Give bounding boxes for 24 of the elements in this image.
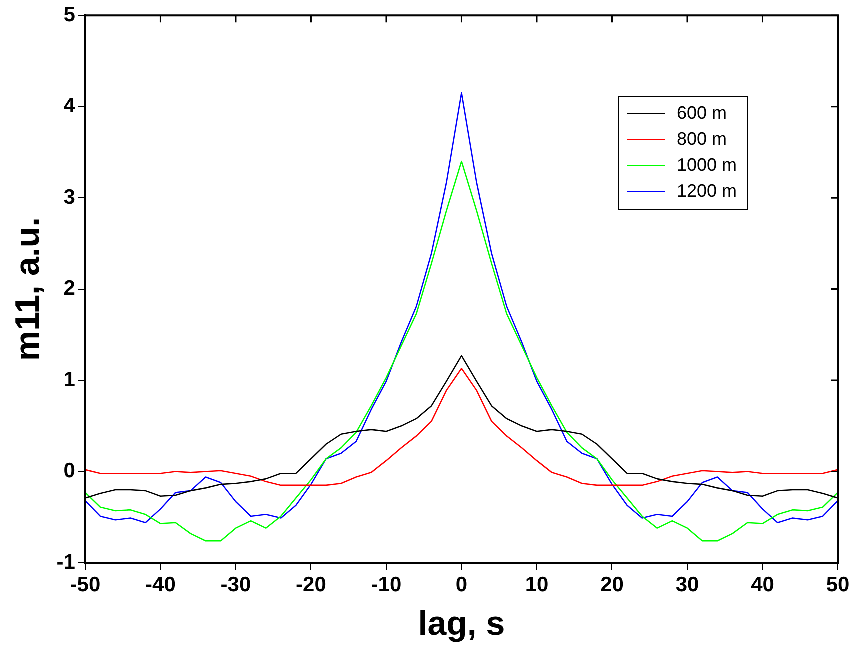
x-tick-label: 50 [826,573,850,596]
x-tick-label: -10 [371,573,402,596]
x-tick-label: 20 [600,573,624,596]
y-tick-label: 2 [64,277,76,300]
x-tick-label: 10 [525,573,549,596]
y-tick-label: 1 [64,368,76,392]
y-tick-label: 5 [64,3,76,26]
x-tick-label: -40 [146,573,176,596]
x-tick-label: -50 [70,573,101,596]
x-tick-label: 40 [751,573,774,596]
y-tick-label: -1 [56,550,76,574]
x-tick-label: 30 [676,573,700,596]
x-axis-title: lag, s [418,604,506,643]
legend-label: 1000 m [677,155,738,176]
legend-label: 800 m [677,129,728,150]
legend-label: 600 m [677,103,728,124]
x-tick-label: -20 [296,573,326,596]
y-tick-label: 3 [64,186,76,209]
y-tick-label: 4 [64,94,76,118]
y-axis-title: m11, a.u. [8,217,47,362]
y-tick-label: 0 [64,460,76,483]
x-tick-label: 0 [456,573,468,596]
x-tick-label: -30 [220,573,252,596]
legend-label: 1200 m [677,181,738,202]
